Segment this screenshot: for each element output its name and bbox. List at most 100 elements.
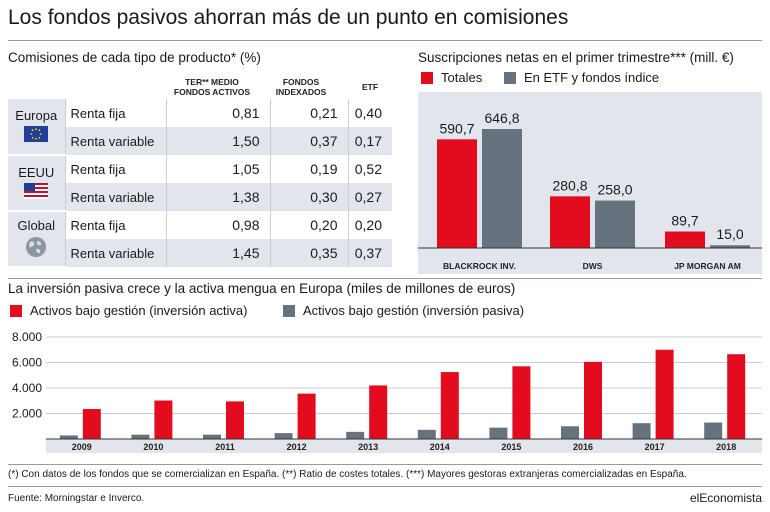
legend-label-totales: Totales — [441, 70, 483, 85]
indexed-value: 0,19 — [269, 155, 348, 183]
aum-bar — [346, 431, 365, 439]
etf-value: 0,20 — [347, 211, 392, 239]
aum-ytick-label: 2.000 — [12, 407, 42, 421]
subs-bar — [437, 139, 477, 248]
brand-logo: elEconomista — [689, 491, 762, 505]
footnote-text: (*) Con datos de los fondos que se comer… — [8, 469, 687, 480]
region-cell-europa: Europa — [8, 99, 65, 156]
ter-value: 1,38 — [165, 183, 270, 211]
aum-bar — [489, 427, 508, 439]
table-row: Global Renta fija 0,98 0,20 0,20 — [8, 211, 392, 268]
etf-value: 0,17 — [347, 127, 392, 155]
aum-bar — [274, 433, 293, 439]
source-text: Fuente: Morningstar e Inverco. — [8, 493, 145, 504]
ter-value: 1,05 — [165, 155, 270, 183]
subs-category-label: BLACKROCK INV. — [443, 261, 516, 271]
subs-data-label: 280,8 — [552, 177, 587, 193]
aum-category-label: 2012 — [287, 442, 307, 452]
subs-bar — [482, 129, 522, 248]
legend-label-active: Activos bajo gestión (inversión activa) — [30, 303, 248, 318]
col-header-etf: ETF — [348, 82, 392, 92]
legend-swatch-active — [10, 305, 22, 317]
aum-xaxis-band — [46, 439, 762, 453]
region-label: EEUU — [18, 164, 55, 180]
region-label: Global — [17, 217, 56, 233]
row-type-label: Renta variable — [64, 183, 166, 211]
aum-bar — [727, 354, 746, 439]
aum-bar — [704, 422, 723, 439]
indexed-value: 0,20 — [269, 211, 348, 239]
etf-value: 0,52 — [347, 155, 392, 183]
col-header-ter-line1: TER** MEDIO — [185, 77, 239, 87]
title-divider — [8, 40, 762, 41]
aum-ytick-label: 8.000 — [12, 330, 42, 344]
col-header-etf-line1: ETF — [361, 82, 379, 92]
eu-flag-icon — [24, 126, 49, 142]
aum-bar — [584, 361, 602, 439]
subs-data-label: 15,0 — [716, 226, 743, 242]
aum-bar — [82, 409, 101, 439]
ter-value: 1,50 — [165, 127, 270, 155]
aum-category-label: 2015 — [501, 442, 521, 452]
aum-bar — [203, 434, 221, 439]
aum-category-label: 2010 — [143, 442, 163, 452]
legend-label-etf: En ETF y fondos índice — [524, 70, 660, 85]
aum-bar — [297, 393, 316, 439]
subscriptions-chart: 590,7 646,8 BLACKROCK INV. 280,8 258,0 DWS 89,… — [418, 92, 762, 274]
table-row: Renta variable 1,38 0,30 0,27 — [8, 183, 392, 211]
aum-category-label: 2017 — [645, 442, 665, 452]
page-title: Los fondos pasivos ahorran más de un pun… — [8, 6, 569, 29]
aum-bar — [440, 372, 459, 439]
aum-bar — [417, 429, 436, 439]
subs-bar — [710, 245, 750, 248]
legend-label-passive: Activos bajo gestión (inversión pasiva) — [303, 303, 525, 318]
subs-data-label: 89,7 — [671, 212, 698, 228]
subs-category-label: JP MORGAN AM — [674, 261, 741, 271]
aum-ytick-label: 4.000 — [12, 381, 42, 395]
fees-table-title: Comisiones de cada tipo de producto* (%) — [8, 50, 261, 65]
table-row: Renta variable 1,45 0,35 0,37 — [8, 239, 392, 267]
ter-value: 1,45 — [165, 239, 270, 267]
legend-swatch-passive — [283, 305, 295, 317]
aum-category-label: 2009 — [72, 442, 92, 452]
etf-value: 0,37 — [347, 239, 392, 267]
legend-swatch-totales — [421, 72, 433, 84]
subs-data-label: 646,8 — [484, 110, 519, 126]
aum-bar — [154, 400, 173, 439]
aum-ytick-label: 6.000 — [12, 356, 42, 370]
subs-bar — [595, 200, 635, 248]
aum-bar — [131, 434, 150, 439]
etf-value: 0,27 — [347, 183, 392, 211]
col-header-ter: TER** MEDIO FONDOS ACTIVOS — [160, 77, 264, 97]
ter-value: 0,98 — [165, 211, 270, 239]
indexed-value: 0,37 — [269, 127, 348, 155]
col-header-ter-line2: FONDOS ACTIVOS — [173, 87, 251, 97]
aum-category-label: 2011 — [215, 442, 235, 452]
legend-swatch-etf — [504, 72, 516, 84]
subs-category-label: DWS — [583, 261, 603, 271]
us-flag-icon — [24, 182, 49, 199]
table-row: EEUU Renta fija 1,05 0,19 0,52 — [8, 155, 392, 212]
row-type-label: Renta fija — [64, 155, 166, 183]
region-cell-global: Global — [8, 211, 65, 268]
aum-chart-title: La inversión pasiva crece y la activa me… — [8, 281, 516, 296]
subs-bar — [665, 231, 705, 248]
table-row: Europa Renta fija 0,81 0,21 0,40 — [8, 99, 392, 156]
aum-category-label: 2018 — [716, 442, 736, 452]
row-type-label: Renta variable — [64, 127, 166, 155]
aum-category-label: 2016 — [573, 442, 593, 452]
aum-chart: 2.000 4.000 6.000 8.000 2009 2010 2011 2012 2013… — [12, 330, 762, 453]
col-header-indexed-line2: INDEXADOS — [275, 87, 327, 97]
indexed-value: 0,35 — [269, 239, 348, 267]
etf-value: 0,40 — [347, 99, 392, 127]
aum-bar — [226, 401, 244, 439]
footer-divider — [8, 486, 762, 487]
subs-data-label: 590,7 — [439, 120, 474, 136]
subs-bar — [550, 196, 590, 248]
subs-chart-title: Suscripciones netas en el primer trimest… — [418, 50, 734, 65]
section-divider — [8, 278, 762, 279]
fees-table: Europa Renta fija 0,81 0,21 0,40 Renta v… — [8, 99, 392, 268]
aum-category-label: 2013 — [358, 442, 378, 452]
row-type-label: Renta fija — [64, 99, 166, 127]
region-cell-eeuu: EEUU — [8, 155, 65, 212]
